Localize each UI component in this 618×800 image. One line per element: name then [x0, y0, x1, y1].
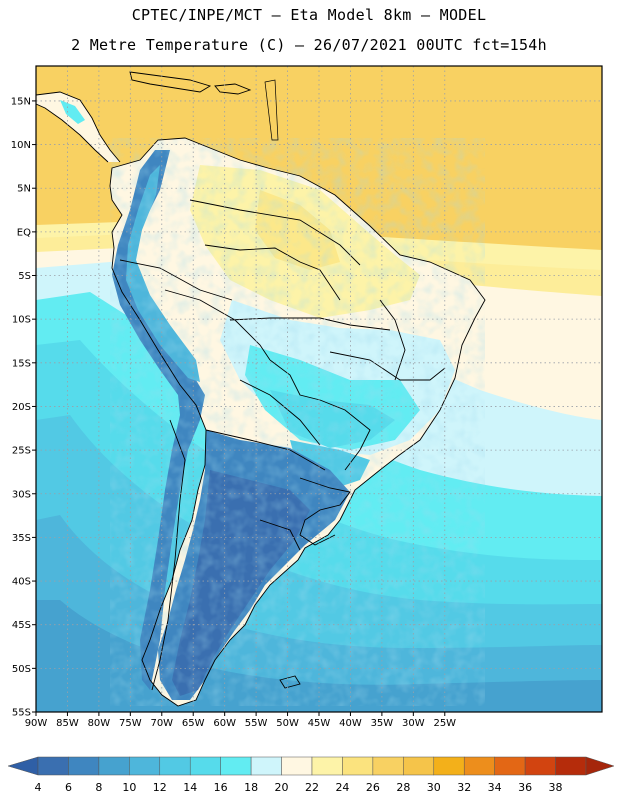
longitude-tick-label: 35W	[371, 718, 394, 729]
longitude-tick-label: 85W	[56, 718, 79, 729]
latitude-tick-label: 5N	[17, 184, 31, 195]
longitude-tick-label: 40W	[339, 718, 362, 729]
latitude-tick-label: 25S	[12, 446, 31, 457]
latitude-tick-label: 55S	[12, 708, 31, 719]
latitude-tick-label: 5S	[18, 271, 31, 282]
colorbar-label: 4	[35, 781, 42, 794]
latitude-tick-label: 50S	[12, 664, 31, 675]
colorbar-label: 8	[95, 781, 102, 794]
colorbar-label: 34	[488, 781, 502, 794]
latitude-tick-label: 40S	[12, 577, 31, 588]
colorbar-label: 22	[305, 781, 319, 794]
longitude-tick-label: 60W	[213, 718, 236, 729]
colorbar-label: 36	[518, 781, 532, 794]
colorbar-swatch	[555, 756, 587, 776]
longitude-tick-label: 30W	[402, 718, 425, 729]
longitude-tick-label: 75W	[119, 718, 142, 729]
latitude-tick-label: 15N	[11, 96, 31, 107]
latitude-tick-label: 10N	[11, 140, 31, 151]
colorbar-swatch	[494, 756, 526, 776]
longitude-tick-label: 70W	[150, 718, 173, 729]
latitude-tick-label: 45S	[12, 620, 31, 631]
colorbar-swatch	[311, 756, 343, 776]
latitude-tick-label: 15S	[12, 358, 31, 369]
latitude-axis: 15N 10N 5N EQ 5S 10S 15S 20S 25S 30S 35S 40S 45S 50S 5…	[11, 96, 36, 719]
colorbar-swatch	[189, 756, 221, 776]
longitude-tick-label: 50W	[276, 718, 299, 729]
longitude-axis: 90W 85W 80W 75W 70W 65W 60W 55W 50W 45W 40W 35W 30W 2…	[25, 712, 456, 729]
longitude-tick-label: 25W	[433, 718, 456, 729]
longitude-tick-label: 90W	[25, 718, 48, 729]
longitude-tick-label: 55W	[245, 718, 268, 729]
colorbar-label: 14	[183, 781, 197, 794]
colorbar-swatch	[159, 756, 191, 776]
colorbar-swatch	[220, 756, 252, 776]
coastlines-and-borders	[36, 71, 486, 707]
longitude-tick-label: 45W	[308, 718, 331, 729]
colorbar-label: 12	[153, 781, 167, 794]
colorbar-swatch	[98, 756, 130, 776]
map-title-line-1: CPTEC/INPE/MCT – Eta Model 8km – MODEL	[131, 6, 487, 24]
colorbar-label: 26	[366, 781, 380, 794]
temperature-field	[36, 66, 602, 712]
colorbar-low-arrow	[7, 756, 39, 776]
longitude-tick-label: 65W	[182, 718, 205, 729]
latitude-tick-label: 35S	[12, 533, 31, 544]
longitude-tick-label: 80W	[88, 718, 111, 729]
colorbar-label: 38	[549, 781, 563, 794]
colorbar-label: 28	[396, 781, 410, 794]
colorbar-swatch	[372, 756, 404, 776]
latitude-tick-label: 20S	[12, 402, 31, 413]
colorbar-swatch	[37, 756, 69, 776]
colorbar-label: 20	[275, 781, 289, 794]
colorbar-label: 10	[122, 781, 136, 794]
latitude-tick-label: 10S	[12, 315, 31, 326]
colorbar-swatch	[463, 756, 495, 776]
colorbar-swatch	[524, 756, 556, 776]
colorbar-label: 32	[457, 781, 471, 794]
colorbar-swatch	[342, 756, 374, 776]
map-title-line-2: 2 Metre Temperature (C) – 26/07/2021 00U…	[71, 36, 547, 54]
colorbar-swatch	[433, 756, 465, 776]
colorbar-swatch	[281, 756, 313, 776]
temperature-colorbar: 4 6 8 10 12 14 16 18 20 22 24 26 28 30 32 34 36 38	[7, 756, 615, 794]
colorbar-swatch	[68, 756, 100, 776]
colorbar-label: 24	[335, 781, 349, 794]
colorbar-swatch	[129, 756, 161, 776]
colorbar-swatch	[250, 756, 282, 776]
colorbar-label: 16	[214, 781, 228, 794]
colorbar-label: 6	[65, 781, 72, 794]
colorbar-swatch	[403, 756, 435, 776]
colorbar-high-arrow	[585, 756, 615, 776]
latitude-tick-label: EQ	[17, 227, 31, 238]
latitude-tick-label: 30S	[12, 489, 31, 500]
colorbar-label: 30	[427, 781, 441, 794]
colorbar-label: 18	[244, 781, 258, 794]
